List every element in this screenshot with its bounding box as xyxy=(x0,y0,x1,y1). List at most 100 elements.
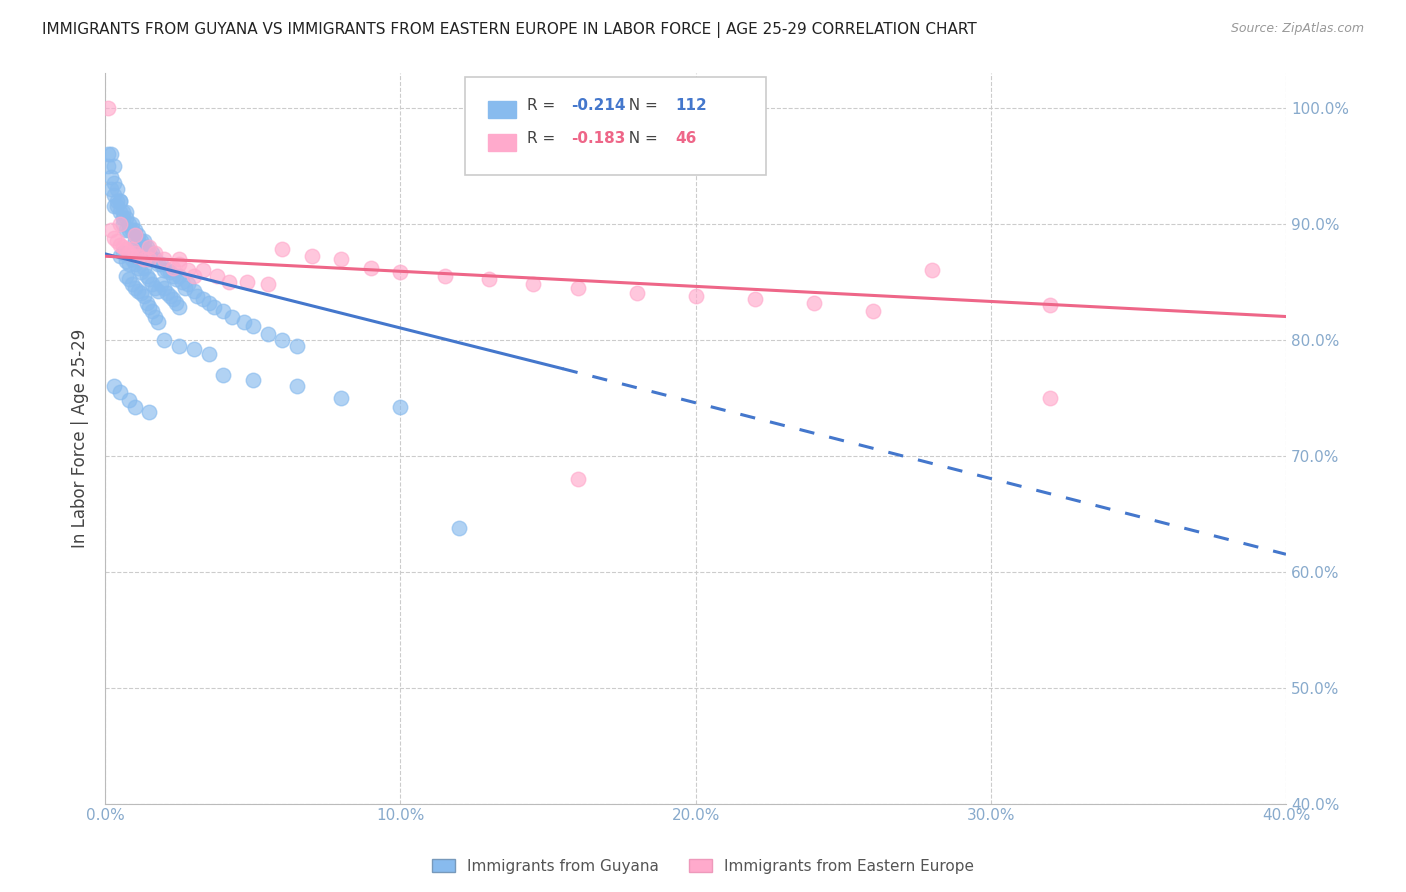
Point xyxy=(150,277,173,291)
Point xyxy=(1039,391,1062,405)
Point xyxy=(103,176,125,190)
Point xyxy=(103,187,125,202)
Point xyxy=(103,230,125,244)
Point xyxy=(141,277,163,291)
Point xyxy=(256,326,278,341)
Point xyxy=(177,277,200,291)
Point xyxy=(127,260,149,275)
Point xyxy=(212,368,235,382)
Point xyxy=(100,147,122,161)
Point xyxy=(170,275,193,289)
Point xyxy=(129,286,152,301)
Point xyxy=(124,234,146,248)
Point xyxy=(129,245,152,260)
Point xyxy=(148,257,170,271)
Point xyxy=(138,252,160,266)
Point xyxy=(108,249,131,263)
Point xyxy=(301,249,323,263)
Point xyxy=(141,252,163,266)
Point xyxy=(124,280,146,294)
Point xyxy=(159,265,181,279)
Point xyxy=(124,222,146,236)
Point xyxy=(105,199,128,213)
Point xyxy=(121,277,143,291)
Point xyxy=(111,245,134,260)
Text: R =: R = xyxy=(527,131,560,146)
Point xyxy=(156,286,179,301)
Point xyxy=(100,170,122,185)
Point xyxy=(256,277,278,291)
Text: -0.214: -0.214 xyxy=(572,98,626,113)
Point xyxy=(138,240,160,254)
Point xyxy=(221,310,243,324)
Point xyxy=(138,272,160,286)
Point xyxy=(242,318,264,333)
Point xyxy=(105,194,128,208)
Point xyxy=(103,159,125,173)
Point xyxy=(124,245,146,260)
Point xyxy=(197,295,219,310)
Point xyxy=(138,252,160,266)
FancyBboxPatch shape xyxy=(488,101,516,119)
Text: N =: N = xyxy=(619,131,662,146)
Point xyxy=(103,199,125,213)
Point xyxy=(153,252,176,266)
Point xyxy=(360,260,382,275)
Point xyxy=(108,194,131,208)
Point xyxy=(135,268,157,283)
Point xyxy=(118,222,141,236)
Point xyxy=(285,379,308,393)
Point xyxy=(115,211,138,225)
Point xyxy=(121,222,143,236)
Point xyxy=(97,147,120,161)
Point xyxy=(132,288,155,302)
Point xyxy=(162,292,184,306)
Point xyxy=(177,263,200,277)
Point xyxy=(108,205,131,219)
Point xyxy=(433,268,456,283)
Point xyxy=(236,275,259,289)
Point xyxy=(165,272,187,286)
Point xyxy=(567,280,589,294)
Point xyxy=(183,284,205,298)
Point xyxy=(124,228,146,243)
Point xyxy=(271,242,294,256)
Point xyxy=(124,257,146,271)
Text: Source: ZipAtlas.com: Source: ZipAtlas.com xyxy=(1230,22,1364,36)
Point xyxy=(108,194,131,208)
Point xyxy=(127,249,149,263)
Point xyxy=(118,272,141,286)
Point xyxy=(124,228,146,243)
Point xyxy=(167,268,190,283)
Point xyxy=(121,242,143,256)
Point xyxy=(100,222,122,236)
Point xyxy=(145,245,167,260)
Point xyxy=(174,280,197,294)
Point xyxy=(111,240,134,254)
Point xyxy=(105,234,128,248)
FancyBboxPatch shape xyxy=(488,134,516,151)
Point xyxy=(141,245,163,260)
Point xyxy=(167,257,190,271)
Point xyxy=(153,263,176,277)
Point xyxy=(191,263,214,277)
Point xyxy=(159,288,181,302)
Point xyxy=(138,245,160,260)
Point xyxy=(165,295,187,310)
Point xyxy=(153,280,176,294)
Point xyxy=(145,310,167,324)
Point xyxy=(129,265,152,279)
Point xyxy=(135,245,157,260)
Point xyxy=(626,286,648,301)
Y-axis label: In Labor Force | Age 25-29: In Labor Force | Age 25-29 xyxy=(72,328,89,548)
Point xyxy=(145,280,167,294)
Point xyxy=(167,338,190,352)
Point xyxy=(124,400,146,414)
Point xyxy=(150,257,173,271)
Point xyxy=(115,242,138,256)
Point xyxy=(153,333,176,347)
Point xyxy=(132,234,155,248)
Point xyxy=(127,228,149,243)
Text: 112: 112 xyxy=(675,98,707,113)
Text: R =: R = xyxy=(527,98,560,113)
